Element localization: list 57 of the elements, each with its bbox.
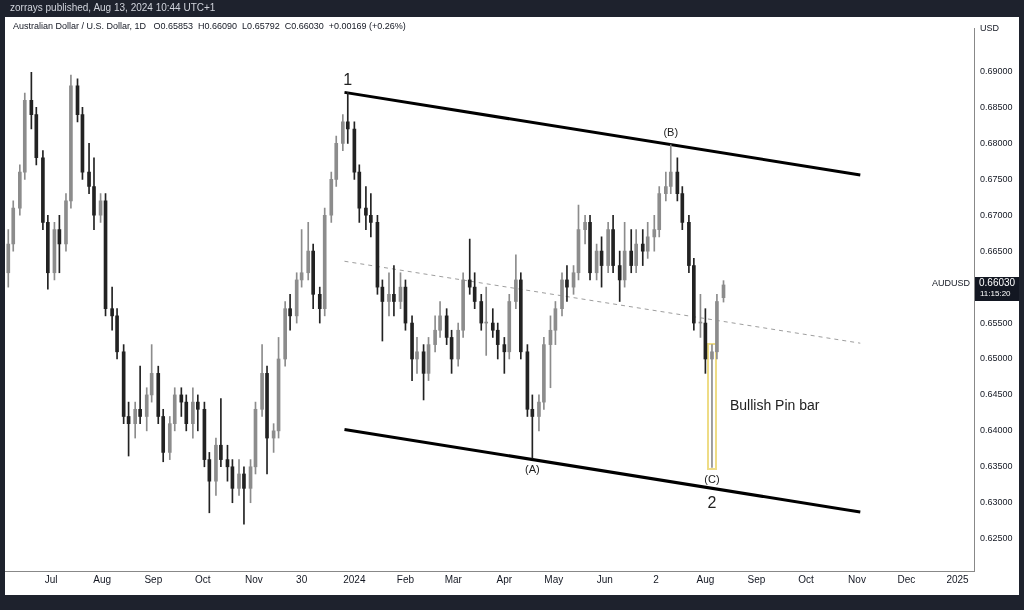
x-tick-label: 2025 bbox=[946, 573, 970, 585]
x-tick-label: Apr bbox=[496, 573, 513, 585]
candlestick bbox=[288, 293, 292, 331]
annotation: 2 bbox=[707, 493, 717, 511]
y-tick-label: 0.62500 bbox=[980, 533, 1013, 544]
y-tick-label: 0.63000 bbox=[980, 497, 1013, 508]
y-tick-label: 0.68500 bbox=[980, 101, 1013, 112]
y-tick-label: 0.67500 bbox=[980, 173, 1013, 184]
y-tick-label: 0.64500 bbox=[980, 389, 1013, 400]
x-tick-label: 30 bbox=[296, 573, 308, 585]
x-tick-label: Nov bbox=[848, 573, 866, 585]
x-tick-label: Feb bbox=[396, 573, 415, 585]
x-tick-label: Nov bbox=[244, 573, 263, 585]
x-tick-label: Sep bbox=[747, 573, 766, 585]
candlestick bbox=[138, 365, 142, 424]
candlestick bbox=[195, 394, 200, 432]
candlestick bbox=[110, 286, 114, 331]
x-tick-label: Oct bbox=[194, 573, 211, 585]
candlestick bbox=[392, 265, 396, 317]
text: 0.66030 bbox=[979, 276, 1016, 288]
x-tick-label: May bbox=[544, 573, 564, 585]
annotation: (A) bbox=[525, 463, 540, 476]
y-tick-label: 0.64000 bbox=[980, 425, 1013, 436]
y-tick-label: 0.67000 bbox=[980, 209, 1013, 220]
annotation: (C) bbox=[704, 472, 720, 485]
candlestick bbox=[242, 466, 246, 525]
annotation: AUDUSD bbox=[931, 278, 971, 289]
candlestick bbox=[640, 229, 645, 266]
y-tick-label: 0.69000 bbox=[980, 66, 1013, 76]
annotation: 1 bbox=[343, 70, 353, 88]
x-tick-label: Dec bbox=[897, 573, 916, 585]
candlestick bbox=[415, 337, 419, 374]
y-tick-label: 0.63500 bbox=[980, 461, 1013, 472]
annotation: (B) bbox=[663, 125, 679, 138]
x-tick-label: Jun bbox=[596, 573, 613, 585]
candlestick bbox=[467, 238, 472, 295]
x-tick-label: Oct bbox=[798, 573, 814, 585]
y-axis-title: USD bbox=[979, 23, 999, 33]
x-tick-label: Mar bbox=[444, 573, 463, 585]
x-tick-label: Jul bbox=[44, 573, 58, 585]
x-tick-label: 2024 bbox=[343, 573, 366, 585]
x-tick-label: Sep bbox=[144, 573, 163, 585]
annotation: Bullish Pin bar bbox=[729, 396, 820, 413]
candlestick bbox=[345, 92, 350, 144]
x-tick-label: 2 bbox=[653, 573, 660, 585]
text: zorrays published, Aug 13, 2024 10:44 UTC+1 bbox=[10, 2, 216, 13]
y-tick-label: 0.68000 bbox=[980, 137, 1013, 148]
chart-title: Australian Dollar / U.S. Dollar, 1D O0.65853 H0.66090 L0.65792 C0.66030 +0.00169 (+0.26%) bbox=[13, 21, 406, 31]
candlestick bbox=[565, 265, 569, 302]
x-tick-label: Aug bbox=[93, 573, 112, 585]
text: 11:15:20 bbox=[980, 289, 1012, 299]
y-tick-label: 0.65000 bbox=[980, 353, 1013, 364]
x-tick-label: Aug bbox=[696, 573, 715, 585]
y-tick-label: 0.65500 bbox=[980, 317, 1013, 328]
candlestick bbox=[387, 272, 391, 317]
candlestick bbox=[219, 398, 223, 468]
y-tick-label: 0.66500 bbox=[980, 245, 1013, 256]
